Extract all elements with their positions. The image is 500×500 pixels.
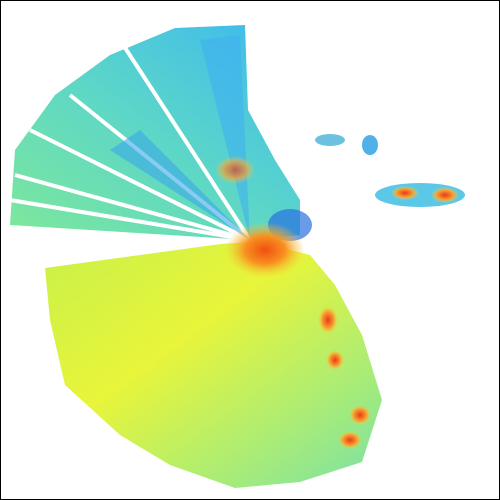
core bbox=[225, 222, 305, 278]
cell bbox=[338, 431, 362, 449]
precip-south bbox=[45, 240, 382, 488]
blue-band bbox=[200, 35, 250, 240]
cell bbox=[431, 187, 459, 203]
echo bbox=[362, 135, 378, 155]
echo bbox=[315, 134, 345, 146]
cell bbox=[349, 405, 371, 425]
cell bbox=[215, 156, 255, 184]
cell bbox=[318, 306, 338, 334]
cell bbox=[326, 350, 344, 370]
cell bbox=[391, 186, 419, 200]
blue-band bbox=[110, 130, 250, 240]
